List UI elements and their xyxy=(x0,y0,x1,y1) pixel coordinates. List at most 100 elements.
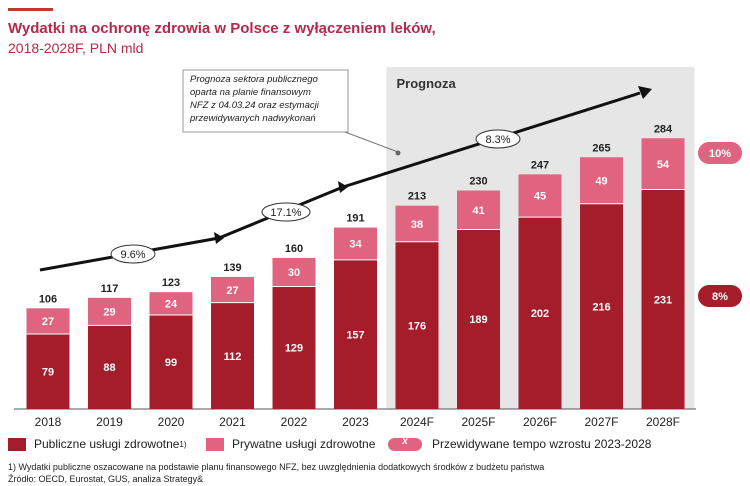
growth-rate-oval xyxy=(261,202,311,222)
x-tick-label: 2018 xyxy=(35,415,62,429)
data-label-public: 176 xyxy=(408,320,426,332)
bar-private xyxy=(26,308,70,334)
legend-growth: x Przewidywane tempo wzrostu 2023-2028 xyxy=(388,436,651,452)
legend-public: Publiczne usługi zdrowotne 1) xyxy=(8,436,187,452)
growth-rate-label: 17.1% xyxy=(270,207,301,219)
data-label-total: 230 xyxy=(469,176,487,188)
x-tick-label: 2020 xyxy=(158,415,185,429)
x-tick-label: 2022 xyxy=(281,415,308,429)
data-label-public: 99 xyxy=(165,357,177,369)
bar-public xyxy=(272,286,316,409)
data-label-public: 112 xyxy=(224,351,242,363)
bar-private xyxy=(395,205,439,242)
chart-subtitle: 2018-2028F, PLN mld xyxy=(8,40,144,56)
bar-private xyxy=(88,297,131,326)
trend-arrowhead xyxy=(214,232,224,244)
data-label-private: 29 xyxy=(103,307,115,319)
annotation-text: NFZ z 04.03.24 oraz estymacji xyxy=(190,100,320,111)
x-tick-label: 2021 xyxy=(219,415,246,429)
x-tick-label: 2026F xyxy=(523,415,557,429)
trend-arrowhead xyxy=(338,181,348,193)
bar-private xyxy=(149,292,193,315)
data-label-total: 160 xyxy=(285,243,303,255)
x-tick-label: 2027F xyxy=(584,415,618,429)
data-label-private: 34 xyxy=(349,239,362,251)
annotation-text: Prognoza sektora publicznego xyxy=(190,74,318,85)
data-label-total: 284 xyxy=(654,123,673,135)
bar-private xyxy=(334,227,377,260)
bar-private xyxy=(211,276,254,303)
data-label-private: 27 xyxy=(226,285,238,297)
data-label-public: 79 xyxy=(42,366,54,378)
growth-rate-oval xyxy=(110,244,156,264)
annotation-text: przewidywanych nadwykonań xyxy=(189,113,316,124)
bar-public xyxy=(580,203,623,409)
growth-rate-oval xyxy=(475,129,521,149)
data-label-public: 88 xyxy=(103,362,115,374)
legend-public-swatch xyxy=(8,437,26,451)
chart-title: Wydatki na ochronę zdrowia w Polsce z wy… xyxy=(8,20,436,37)
data-label-total: 265 xyxy=(592,142,610,154)
cagr-badge xyxy=(698,142,742,164)
cagr-badge xyxy=(698,285,742,307)
bar-public xyxy=(518,217,562,409)
bar-public xyxy=(88,325,131,409)
annotation-pointer xyxy=(344,131,399,153)
legend-public-footnote-mark: 1) xyxy=(179,439,187,449)
bar-public xyxy=(334,259,377,409)
x-tick-label: 2024F xyxy=(400,415,434,429)
bar-public xyxy=(26,333,70,409)
bar-private xyxy=(272,257,316,287)
bar-private xyxy=(580,157,623,204)
x-tick-label: 2028F xyxy=(646,415,680,429)
x-tick-label: 2025F xyxy=(461,415,495,429)
trend-arrowhead xyxy=(638,86,652,99)
legend-private-swatch xyxy=(206,437,224,451)
accent-line xyxy=(8,8,53,11)
data-label-public: 216 xyxy=(592,301,610,313)
data-label-public: 157 xyxy=(346,329,364,341)
cagr-badge-label: 10% xyxy=(709,148,731,160)
data-label-total: 139 xyxy=(223,262,241,274)
data-label-total: 213 xyxy=(408,191,426,203)
cagr-badge-label: 8% xyxy=(712,291,728,303)
data-label-private: 24 xyxy=(165,299,178,311)
bar-private xyxy=(457,190,500,230)
data-label-private: 45 xyxy=(534,191,546,203)
growth-rate-label: 8.3% xyxy=(485,134,510,146)
data-label-private: 49 xyxy=(595,176,607,188)
bar-public xyxy=(211,302,254,409)
data-label-public: 231 xyxy=(654,294,672,306)
data-label-public: 129 xyxy=(285,343,303,355)
legend-public-label: Publiczne usługi zdrowotne xyxy=(34,437,180,451)
annotation-text: oparta na planie finansowym xyxy=(190,87,311,98)
data-label-public: 189 xyxy=(469,314,487,326)
legend-private-label: Prywatne usługi zdrowotne xyxy=(232,437,376,451)
bar-public xyxy=(395,241,439,409)
data-label-public: 202 xyxy=(531,308,549,320)
data-label-private: 30 xyxy=(288,267,300,279)
data-label-private: 41 xyxy=(472,205,484,217)
data-label-total: 106 xyxy=(39,293,57,305)
source-note: Źródło: OECD, Eurostat, GUS, analiza Str… xyxy=(8,474,204,484)
footnote: 1) Wydatki publiczne oszacowane na podst… xyxy=(8,462,545,472)
bar-private xyxy=(518,174,562,218)
legend-private: Prywatne usługi zdrowotne xyxy=(206,436,375,452)
data-label-private: 54 xyxy=(657,159,670,171)
legend-growth-symbol: x xyxy=(402,435,408,447)
x-tick-label: 2019 xyxy=(96,415,123,429)
data-label-total: 247 xyxy=(531,159,549,171)
bar-private xyxy=(641,138,685,190)
data-label-total: 117 xyxy=(101,283,119,295)
annotation-pointer-dot xyxy=(395,150,401,156)
data-label-private: 38 xyxy=(411,219,423,231)
bar-public xyxy=(641,189,685,409)
bar-public xyxy=(457,229,500,409)
data-label-total: 191 xyxy=(346,213,364,225)
legend-growth-label: Przewidywane tempo wzrostu 2023-2028 xyxy=(432,437,652,451)
legend-growth-swatch: x xyxy=(388,435,422,451)
growth-rate-label: 9.6% xyxy=(120,249,145,261)
x-tick-label: 2023 xyxy=(342,415,369,429)
forecast-label: Prognoza xyxy=(397,76,457,91)
